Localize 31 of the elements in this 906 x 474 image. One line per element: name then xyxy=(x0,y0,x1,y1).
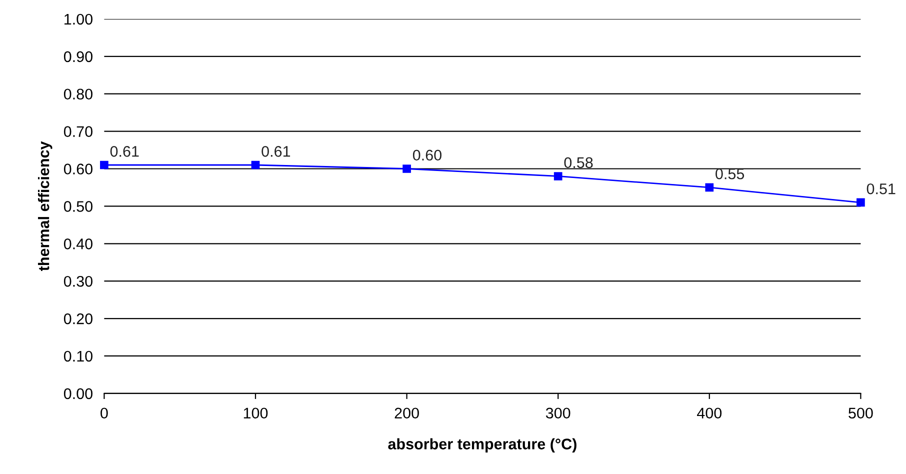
point xyxy=(856,198,865,207)
x-tick-label: 200 xyxy=(394,408,419,419)
point xyxy=(554,172,562,180)
y-tick-label: 0.10 xyxy=(64,350,92,362)
y-tick-label: 0.60 xyxy=(64,164,92,174)
point xyxy=(100,160,108,170)
y-axis-title: thermal efficiency xyxy=(38,141,52,271)
x-tick-label: 500 xyxy=(848,408,873,419)
data-label: 0.61 xyxy=(262,146,290,157)
data-label: 0.60 xyxy=(412,150,442,161)
y-tick-label: 0.00 xyxy=(64,388,92,400)
y-tick-label: 0.40 xyxy=(64,238,92,250)
point xyxy=(402,164,411,173)
x-tick-label: 300 xyxy=(546,408,570,419)
x-tick-label: 400 xyxy=(697,408,722,419)
point xyxy=(705,183,714,192)
x-axis-title: absorber temperature (°C) xyxy=(388,438,576,452)
y-tick-label: 0.20 xyxy=(64,313,92,324)
y-tick-label: 0.90 xyxy=(64,51,92,62)
x-tick-label: 100 xyxy=(244,408,268,419)
data-label: 0.51 xyxy=(866,183,896,194)
y-tick-label: 0.80 xyxy=(64,88,92,100)
point xyxy=(251,160,260,170)
y-tick-label: 0.50 xyxy=(64,201,92,212)
y-tick-label: 0.30 xyxy=(64,276,92,287)
y-tick-label: 0.70 xyxy=(64,126,92,137)
data-label: 0.58 xyxy=(564,157,593,168)
data-label: 0.55 xyxy=(716,168,744,180)
data-label: 0.61 xyxy=(110,146,139,157)
x-tick-label: 0 xyxy=(100,408,108,419)
y-tick-label: 1.00 xyxy=(64,14,92,25)
